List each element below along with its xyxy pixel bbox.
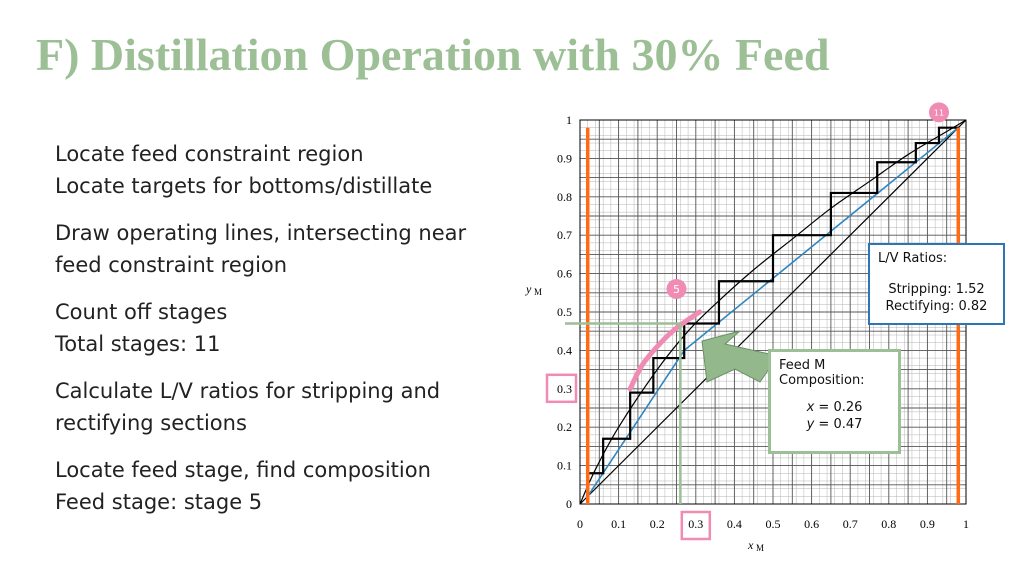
bullet-line: rectifying sections [55,411,247,435]
feed-y-var: y [806,417,815,432]
feed-heading-2: Composition: [779,373,865,388]
bullet-line: Feed stage: stage 5 [55,490,263,514]
y-tick-label: 0.7 [557,228,572,242]
stage-label-text: 11 [934,108,944,117]
y-tick-label: 0.9 [557,151,572,165]
stage-steps [586,126,959,497]
lv-stripping: Stripping: 1.52 [888,282,985,297]
y-tick-label: 0 [566,497,572,511]
x-tick-label: 0.4 [727,517,742,531]
y-tick-label: 0.6 [557,267,572,281]
y-axis-label: y [525,282,532,296]
feed-x-value: = 0.26 [814,400,863,415]
bullet-lv-ratios: Calculate L/V ratios for stripping and r… [55,375,440,439]
y-tick-label: 1 [566,113,572,127]
highlight-x-tick-box [680,510,712,541]
x-tick-label: 0.6 [804,517,819,531]
feed-x-row: x = 0.26 [779,400,890,415]
lv-ratios-box: L/V Ratios: Stripping: 1.52 Rectifying: … [868,243,1005,325]
diagonal-line [579,119,967,505]
lv-heading: L/V Ratios: [878,251,948,266]
bullet-feed-stage: Locate feed stage, find composition Feed… [55,454,431,518]
x-tick-label: 0.5 [766,517,781,531]
y-tick-label: 0.2 [557,420,572,434]
y-tick-label: 0.1 [557,459,572,473]
x-tick-label: 1 [963,517,969,531]
bullet-line: Total stages: 11 [55,332,221,356]
y-tick-label: 0.3 [557,382,572,396]
feed-arrow-icon [701,330,779,383]
x-tick-label: 0.8 [881,517,896,531]
stage-label-circle [666,278,687,299]
bullet-feed-constraint: Locate feed constraint region Locate tar… [55,138,432,202]
x-tick-label: 0.3 [688,517,703,531]
x-axis-label: x [747,538,754,552]
equilibrium-curve [579,119,967,505]
lv-rectifying: Rectifying: 0.82 [885,299,988,314]
highlight-y-tick-box [545,373,578,404]
x-tick-label: 0.9 [920,517,935,531]
bullet-line: Calculate L/V ratios for stripping and [55,379,441,403]
feed-heading-1: Feed M [779,358,826,373]
stage-label-circle [928,102,949,123]
feed-constraint-curve [627,309,703,392]
y-tick-label: 0.5 [557,305,572,319]
feed-y-row: y = 0.47 [779,417,890,432]
bullet-operating-lines: Draw operating lines, intersecting near … [55,217,466,281]
rectifying-operating-line [683,127,959,352]
slide-title: F) Distillation Operation with 30% Feed [36,29,830,80]
bullet-line: feed constraint region [55,253,288,277]
bullet-line: Count off stages [55,300,228,324]
bullet-line: Locate feed stage, find composition [55,458,431,482]
x-tick-label: 0.2 [650,517,665,531]
y-tick-label: 0.4 [557,343,572,357]
y-tick-label: 0.8 [557,190,572,204]
bullet-line: Locate targets for bottoms/distillate [55,174,433,198]
x-tick-label: 0 [577,517,583,531]
bullet-line: Locate feed constraint region [55,142,364,166]
feed-y-value: = 0.47 [814,417,863,432]
x-tick-label: 0.1 [611,517,626,531]
x-tick-label: 0.7 [843,517,858,531]
y-axis-label-subscript: M [534,287,542,297]
feed-composition-box: Feed M Composition: x = 0.26 y = 0.47 [768,349,901,454]
stage-label-text: 5 [673,283,680,296]
x-axis-label-subscript: M [756,543,764,553]
feed-x-var: x [806,400,815,415]
bullet-line: Draw operating lines, intersecting near [55,221,467,245]
bullet-count-stages: Count off stages Total stages: 11 [55,296,227,360]
